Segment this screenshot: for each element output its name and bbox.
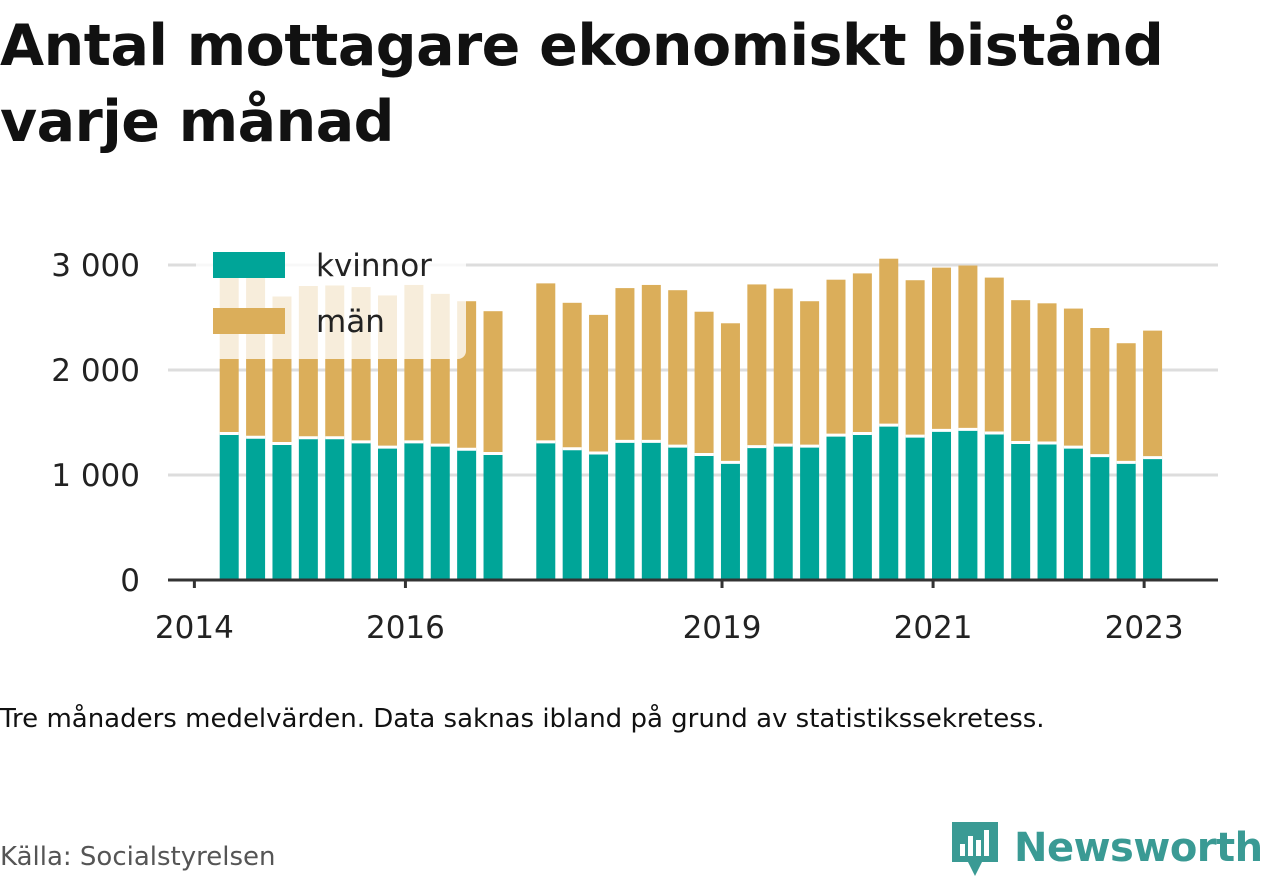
source-credit: Källa: Socialstyrelsen — [0, 842, 276, 872]
bar-kvinnor — [694, 454, 714, 580]
bar-man — [720, 323, 740, 463]
newsworthy-icon — [952, 822, 998, 876]
legend-swatch — [213, 308, 285, 334]
x-tick-label: 2021 — [894, 610, 973, 646]
x-tick-label: 2014 — [155, 610, 234, 646]
brand-name: Newsworthy — [1014, 825, 1262, 871]
y-tick-label: 2 000 — [51, 353, 140, 389]
bar-kvinnor — [932, 430, 952, 580]
bar-man — [641, 284, 661, 442]
legend-label: kvinnor — [316, 248, 432, 284]
bar-kvinnor — [615, 441, 635, 580]
bar-man — [800, 301, 820, 447]
bar-man — [562, 302, 582, 449]
bar-man — [536, 283, 556, 442]
bar-kvinnor — [826, 435, 846, 580]
bar-kvinnor — [404, 441, 424, 580]
bar-kvinnor — [905, 436, 925, 580]
bar-kvinnor — [377, 447, 397, 580]
bar-man — [852, 273, 872, 434]
bar-man — [773, 288, 793, 446]
bar-kvinnor — [219, 433, 239, 580]
bar-man — [932, 267, 952, 431]
y-tick-label: 3 000 — [51, 248, 140, 284]
bar-man — [589, 314, 609, 453]
bar-kvinnor — [1037, 442, 1057, 580]
bar-kvinnor — [747, 446, 767, 580]
x-axis: 2014 2016 2019 2021 2023 — [155, 578, 1218, 646]
newsworthy-logo: Newsworthy — [950, 818, 1262, 878]
bar-kvinnor — [720, 462, 740, 580]
legend-label: män — [316, 304, 385, 340]
y-tick-label: 0 — [120, 563, 140, 599]
bar-kvinnor — [800, 446, 820, 580]
bar-kvinnor — [298, 437, 318, 580]
y-axis-labels: 0 1 000 2 000 3 000 — [51, 248, 140, 599]
bar-kvinnor — [351, 441, 371, 580]
bar-man — [1037, 303, 1057, 443]
bar-man — [826, 279, 846, 436]
bar-man — [483, 311, 503, 454]
bar-kvinnor — [1143, 457, 1163, 580]
bar-kvinnor — [562, 448, 582, 580]
bar-man — [668, 290, 688, 447]
bar-man — [747, 284, 767, 447]
bar-kvinnor — [457, 449, 477, 580]
bar-man — [1090, 328, 1110, 456]
bar-kvinnor — [984, 433, 1004, 580]
legend-swatch — [213, 252, 285, 278]
bar-kvinnor — [430, 445, 450, 580]
bar-man — [905, 280, 925, 437]
bar-man — [1063, 308, 1083, 448]
bar-kvinnor — [773, 445, 793, 580]
chart-title: Antal mottagare ekonomiskt bistånd varje… — [0, 13, 1164, 155]
bar-kvinnor — [272, 443, 292, 580]
bar-kvinnor — [1116, 462, 1136, 580]
bars — [219, 258, 1163, 580]
bar-kvinnor — [246, 437, 266, 580]
bar-kvinnor — [852, 433, 872, 580]
legend: kvinnor män — [196, 236, 466, 359]
bar-man — [1143, 330, 1163, 458]
bar-man — [615, 288, 635, 442]
bar-man — [879, 258, 899, 426]
bar-kvinnor — [1063, 447, 1083, 580]
bar-kvinnor — [483, 453, 503, 580]
y-tick-label: 1 000 — [51, 458, 140, 494]
bar-man — [1011, 300, 1031, 443]
bar-kvinnor — [536, 441, 556, 580]
bar-kvinnor — [879, 425, 899, 580]
bar-kvinnor — [589, 452, 609, 580]
bar-kvinnor — [1011, 442, 1031, 580]
bar-kvinnor — [325, 437, 345, 580]
x-tick-label: 2019 — [683, 610, 762, 646]
bar-man — [958, 265, 978, 430]
bar-man — [984, 277, 1004, 433]
x-tick-label: 2016 — [366, 610, 445, 646]
bar-kvinnor — [668, 446, 688, 580]
bar-kvinnor — [958, 429, 978, 580]
bar-kvinnor — [1090, 455, 1110, 580]
x-tick-label: 2023 — [1105, 610, 1184, 646]
bar-kvinnor — [641, 441, 661, 580]
bar-man — [694, 311, 714, 455]
bar-man — [1116, 343, 1136, 463]
chart-note: Tre månaders medelvärden. Data saknas ib… — [0, 704, 1045, 734]
